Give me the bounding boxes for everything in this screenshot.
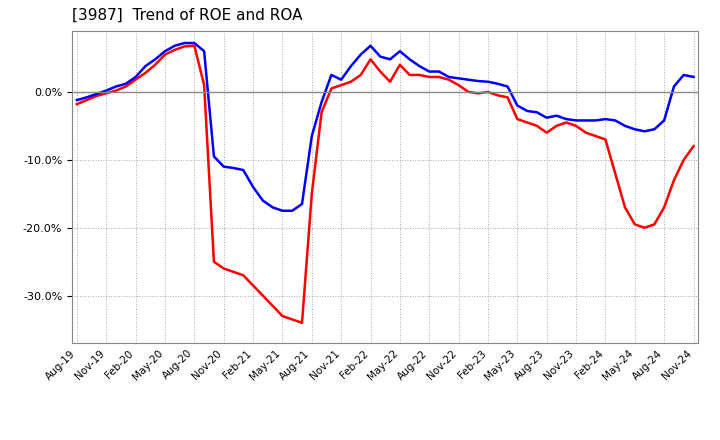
ROA <box>151 57 160 62</box>
ROA <box>180 40 189 46</box>
ROA <box>689 74 698 80</box>
ROA <box>395 48 404 54</box>
ROE <box>190 43 199 48</box>
Text: [3987]  Trend of ROE and ROA: [3987] Trend of ROE and ROA <box>72 7 302 23</box>
ROA <box>73 97 81 103</box>
ROA <box>484 79 492 84</box>
Line: ROA: ROA <box>77 43 693 211</box>
ROE <box>395 62 404 67</box>
ROA <box>435 69 444 74</box>
ROE <box>493 93 502 98</box>
ROA <box>346 63 355 69</box>
ROE <box>689 143 698 149</box>
ROE <box>73 102 81 107</box>
ROE <box>297 320 306 326</box>
ROE <box>151 62 160 67</box>
ROE <box>346 79 355 84</box>
ROA <box>278 208 287 213</box>
ROA <box>493 81 502 86</box>
Line: ROE: ROE <box>77 46 693 323</box>
ROE <box>435 74 444 80</box>
ROE <box>484 89 492 95</box>
